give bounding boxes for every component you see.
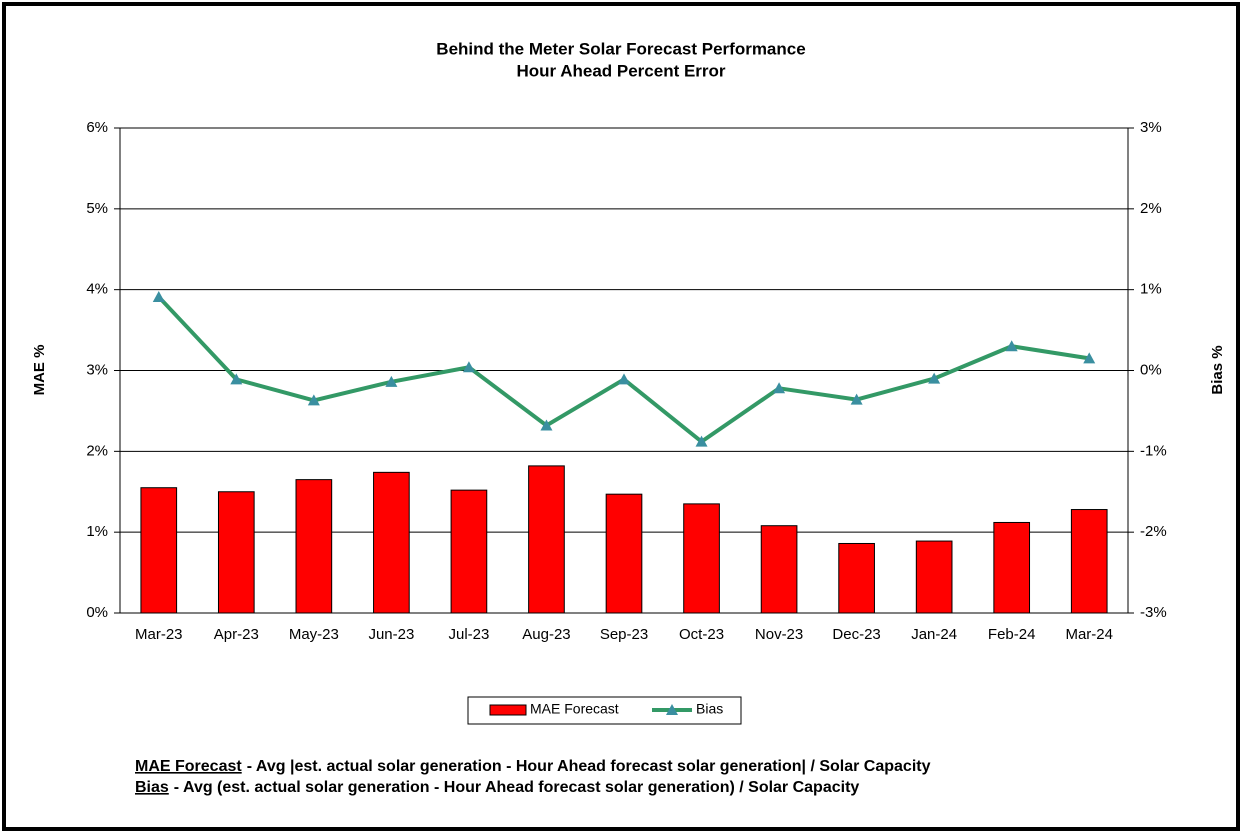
- legend-swatch: [489, 704, 527, 716]
- x-tick-label: Nov-23: [755, 626, 803, 643]
- bar: [605, 493, 643, 614]
- marker: [695, 435, 708, 447]
- bar: [1070, 509, 1108, 614]
- y-tick-label: 2%: [86, 442, 108, 459]
- marker: [307, 394, 320, 406]
- marker: [540, 419, 553, 431]
- y-tick-label: 6%: [86, 119, 108, 136]
- bar: [450, 489, 488, 614]
- legend-marker: [666, 704, 678, 715]
- footnote-term: MAE Forecast: [135, 758, 242, 775]
- bar: [915, 540, 953, 614]
- y2-tick-label: 3%: [1140, 119, 1162, 136]
- bar: [217, 491, 255, 614]
- x-tick-label: Jan-24: [911, 626, 957, 643]
- bar: [140, 487, 178, 614]
- y2-axis-label: Bias %: [1209, 345, 1226, 394]
- y-tick-label: 3%: [86, 361, 108, 378]
- bar: [838, 542, 875, 614]
- x-tick-label: Jun-23: [368, 626, 414, 643]
- y2-tick-label: 0%: [1140, 361, 1162, 378]
- marker: [1083, 352, 1096, 364]
- footnote-text: - Avg |est. actual solar generation - Ho…: [247, 758, 931, 775]
- marker: [152, 290, 165, 302]
- x-tick-label: Jul-23: [448, 626, 489, 643]
- y2-tick-label: 1%: [1140, 281, 1162, 298]
- y-axis-label: MAE %: [31, 345, 48, 396]
- marker: [230, 373, 243, 385]
- y2-tick-label: -2%: [1140, 523, 1167, 540]
- x-tick-label: Feb-24: [988, 626, 1036, 643]
- footnote: Bias - Avg (est. actual solar generation …: [135, 779, 859, 796]
- y2-tick-label: -3%: [1140, 604, 1167, 621]
- x-tick-label: Dec-23: [832, 626, 880, 643]
- marker: [385, 375, 398, 387]
- x-tick-label: Oct-23: [679, 626, 724, 643]
- marker: [1005, 340, 1018, 352]
- marker: [462, 361, 475, 373]
- marker: [928, 372, 941, 384]
- bar: [295, 479, 333, 614]
- x-tick-label: Mar-23: [135, 626, 183, 643]
- x-tick-label: Apr-23: [214, 626, 259, 643]
- bar: [528, 465, 565, 614]
- bar: [373, 471, 410, 614]
- bar: [993, 521, 1031, 614]
- x-tick-label: Sep-23: [600, 626, 648, 643]
- y-tick-label: 0%: [86, 604, 108, 621]
- footnote-text: - Avg (est. actual solar generation - Ho…: [174, 779, 860, 796]
- y2-tick-label: 2%: [1140, 200, 1162, 217]
- y-tick-label: 5%: [86, 200, 108, 217]
- marker: [618, 373, 630, 385]
- legend-label: Bias: [696, 701, 723, 717]
- x-tick-label: Aug-23: [522, 626, 570, 643]
- footnote-term: Bias: [135, 779, 169, 796]
- y-tick-label: 4%: [86, 281, 108, 298]
- x-tick-label: Mar-24: [1065, 626, 1113, 643]
- x-tick-label: May-23: [289, 626, 339, 643]
- footnote: MAE Forecast - Avg |est. actual solar gen…: [135, 758, 931, 775]
- chart-subtitle: Hour Ahead Percent Error: [516, 61, 725, 80]
- y-tick-label: 1%: [86, 523, 108, 540]
- marker: [850, 393, 863, 405]
- y2-tick-label: -1%: [1140, 442, 1167, 459]
- legend-label: MAE Forecast: [530, 701, 619, 717]
- bar: [683, 503, 720, 614]
- chart-title: Behind the Meter Solar Forecast Performa…: [436, 39, 805, 58]
- bar: [760, 525, 798, 614]
- marker: [773, 382, 786, 394]
